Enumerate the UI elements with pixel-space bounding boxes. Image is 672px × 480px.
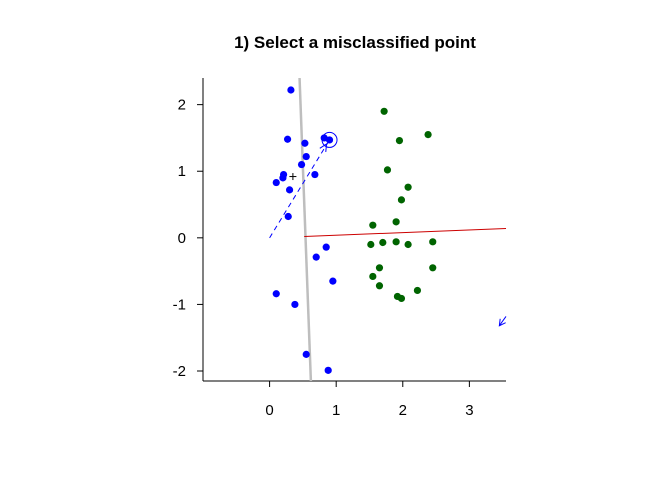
- green-point: [392, 218, 400, 226]
- x-tick-label: 0: [265, 402, 273, 419]
- green-point: [429, 264, 437, 272]
- blue-point: [302, 152, 310, 161]
- axes: -2 -1 0 1 2 0 1 2 3: [173, 78, 506, 419]
- blue-point: [329, 277, 337, 285]
- update-vector-dashed: [269, 139, 330, 239]
- green-point: [375, 282, 384, 290]
- annotations-layer: [289, 131, 507, 327]
- y-tick-label: 1: [178, 163, 186, 180]
- green-point: [379, 238, 387, 247]
- blue-point: [285, 186, 294, 194]
- green-point: [397, 294, 406, 303]
- x-tick-label: 2: [399, 402, 407, 419]
- green-point: [392, 238, 400, 246]
- green-point: [383, 166, 392, 174]
- green-point: [424, 131, 432, 139]
- blue-point: [272, 290, 280, 298]
- points-layer: [272, 86, 437, 374]
- offscreen-arrow-head: [498, 318, 506, 327]
- blue-point: [272, 178, 280, 187]
- blue-point: [302, 350, 310, 358]
- weight-normal-line: [304, 228, 507, 237]
- green-point: [369, 221, 377, 229]
- green-point: [429, 238, 437, 246]
- green-point: [369, 272, 377, 281]
- blue-point: [283, 135, 292, 143]
- x-tick-label: 3: [465, 402, 473, 419]
- green-point: [404, 183, 412, 191]
- y-tick-label: 0: [178, 230, 186, 247]
- x-tick-label: 1: [332, 402, 340, 419]
- blue-point: [301, 139, 309, 147]
- green-point: [395, 136, 404, 145]
- offscreen-arrow-shaft: [498, 316, 507, 327]
- blue-point: [284, 212, 292, 221]
- selected-point-ring: [321, 131, 338, 148]
- decision-boundary: [298, 77, 313, 382]
- green-point: [380, 107, 388, 115]
- lines-layer: [269, 77, 507, 382]
- green-point: [375, 264, 384, 272]
- blue-point: [324, 366, 332, 374]
- green-point: [397, 196, 406, 204]
- blue-point: [291, 300, 299, 309]
- blue-point: [322, 243, 330, 251]
- blue-point: [287, 86, 295, 94]
- blue-point: [325, 136, 334, 144]
- green-point: [367, 240, 375, 249]
- green-point: [404, 240, 412, 249]
- green-point: [413, 286, 422, 295]
- y-tick-label: -2: [173, 363, 186, 380]
- update-vector-arrowhead: [319, 142, 328, 152]
- blue-point: [279, 174, 287, 182]
- y-tick-label: -1: [173, 296, 186, 313]
- blue-point: [297, 160, 306, 169]
- blue-point: [312, 253, 320, 261]
- y-tick-label: 2: [178, 97, 186, 114]
- chart-title: 1) Select a misclassified point: [234, 33, 476, 52]
- blue-point: [311, 170, 319, 179]
